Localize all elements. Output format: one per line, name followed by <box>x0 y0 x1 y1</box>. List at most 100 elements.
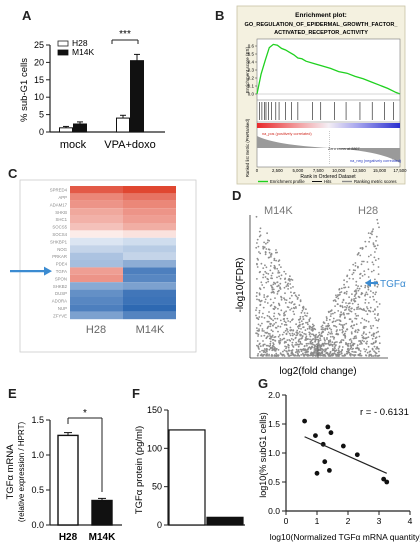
panel-label-f: F <box>132 386 140 401</box>
panel-d-point <box>327 341 330 344</box>
panel-d-point <box>271 324 274 327</box>
panel-g-point <box>314 470 320 476</box>
panel-d-point <box>267 335 269 338</box>
panel-d-point <box>256 298 258 301</box>
panel-d-point <box>350 331 353 333</box>
panel-b-ylabel2: Ranked list metric (PreRanked) <box>245 118 250 177</box>
panel-d-point <box>335 330 338 333</box>
panel-d-point <box>340 324 342 326</box>
panel-d-point <box>298 355 301 357</box>
panel-d-point <box>345 293 348 295</box>
panel-c-cell-shkbp1-0 <box>70 237 123 246</box>
panel-d-point <box>263 343 266 346</box>
panel-d-point <box>312 325 314 328</box>
panel-b-xlabel: Rank in Ordered Dataset <box>300 174 356 180</box>
panel-f-ylabel: TGFα protein (pg/ml) <box>134 426 145 514</box>
panel-label-d: D <box>232 188 241 203</box>
panel-d-point <box>336 341 338 343</box>
panel-d-point <box>341 348 344 351</box>
panel-d-point <box>285 327 288 330</box>
panel-d-point <box>283 311 286 314</box>
panel-d-point <box>350 298 353 301</box>
panel-d-point <box>269 340 272 343</box>
panel-c-cell-prkar-1 <box>123 252 176 260</box>
panel-d-point <box>372 295 374 298</box>
panel-d-point <box>274 336 277 338</box>
panel-d-point <box>270 291 273 294</box>
panel-d-point <box>378 303 381 305</box>
panel-d-point <box>374 284 376 287</box>
panel-d-point <box>306 338 309 341</box>
panel-c-row-label: SPRED4 <box>50 188 68 193</box>
panel-d-point <box>371 337 374 340</box>
panel-d-point <box>319 339 322 341</box>
panel-f-ytick-label: 100 <box>147 443 162 453</box>
panel-d-point <box>323 338 326 341</box>
panel-d-point <box>297 345 300 348</box>
panel-d-point <box>276 267 279 270</box>
panel-c-cell-shkb2-1 <box>123 282 176 290</box>
panel-d-point <box>283 270 286 273</box>
panel-d-point <box>349 353 352 355</box>
panel-d-point <box>264 251 267 253</box>
panel-c-cell-adam17-1 <box>123 200 176 209</box>
panel-d-point <box>261 322 263 325</box>
panel-d-point <box>322 328 324 331</box>
panel-d-point <box>273 345 275 348</box>
panel-d-point <box>337 351 340 354</box>
panel-d-point <box>283 337 286 340</box>
panel-d-point <box>293 313 296 316</box>
panel-d-point <box>258 293 261 296</box>
panel-d-point <box>295 295 298 298</box>
panel-g-chart: 0.0 0.5 1.0 1.5 2.0 0 1 2 3 4 r = - 0.6131 log10… <box>258 390 420 542</box>
panel-d-point <box>302 315 304 318</box>
panel-d-point <box>335 326 338 328</box>
panel-d-point <box>372 333 375 336</box>
panel-d-point <box>298 338 301 341</box>
panel-d-point <box>372 269 375 272</box>
panel-e-significance: * <box>83 408 87 419</box>
panel-d-point <box>327 347 329 350</box>
panel-b-legend-profile: Enrichment profile <box>270 179 305 184</box>
panel-d-point <box>318 331 320 334</box>
panel-d-point <box>378 226 380 229</box>
panel-d-point <box>275 355 277 357</box>
panel-d-point <box>296 334 299 336</box>
panel-d-point <box>363 331 365 334</box>
panel-d-point <box>329 335 332 338</box>
panel-d-point <box>259 270 261 273</box>
panel-b-xtick-label: 12,500 <box>353 168 367 173</box>
panel-a-ytick-label: 0 <box>39 127 44 137</box>
panel-d-point <box>262 355 265 357</box>
panel-b-xtick-label: 5,000 <box>292 168 303 173</box>
panel-d-point <box>266 241 269 244</box>
panel-d-point <box>343 279 345 282</box>
panel-d-point <box>378 318 380 321</box>
panel-d-point <box>320 354 323 357</box>
panel-d-point <box>291 318 294 321</box>
panel-d-point <box>335 294 337 297</box>
panel-e-bar-m14k <box>91 499 113 526</box>
panel-d-point <box>325 316 328 318</box>
panel-d-point <box>284 345 286 348</box>
panel-d-point <box>318 333 321 336</box>
panel-d-point <box>270 274 273 277</box>
panel-d-point <box>270 255 272 258</box>
panel-d-point <box>277 335 280 338</box>
panel-d-point <box>262 245 264 248</box>
panel-d-point <box>332 335 334 338</box>
panel-d-point <box>328 318 331 321</box>
panel-d-point <box>365 333 367 336</box>
panel-c-row-label: PDE4 <box>56 262 68 267</box>
panel-d-point <box>268 239 270 242</box>
panel-d-point <box>306 354 308 357</box>
panel-d-point <box>315 352 318 355</box>
panel-c-cell-nog-0 <box>70 245 123 253</box>
panel-d-point <box>359 277 361 279</box>
panel-d-point <box>358 354 361 357</box>
panel-d-point <box>300 354 303 356</box>
panel-d-point <box>283 297 285 300</box>
panel-d-point <box>267 278 269 281</box>
panel-d-point <box>342 330 344 333</box>
panel-d-point <box>295 307 297 309</box>
